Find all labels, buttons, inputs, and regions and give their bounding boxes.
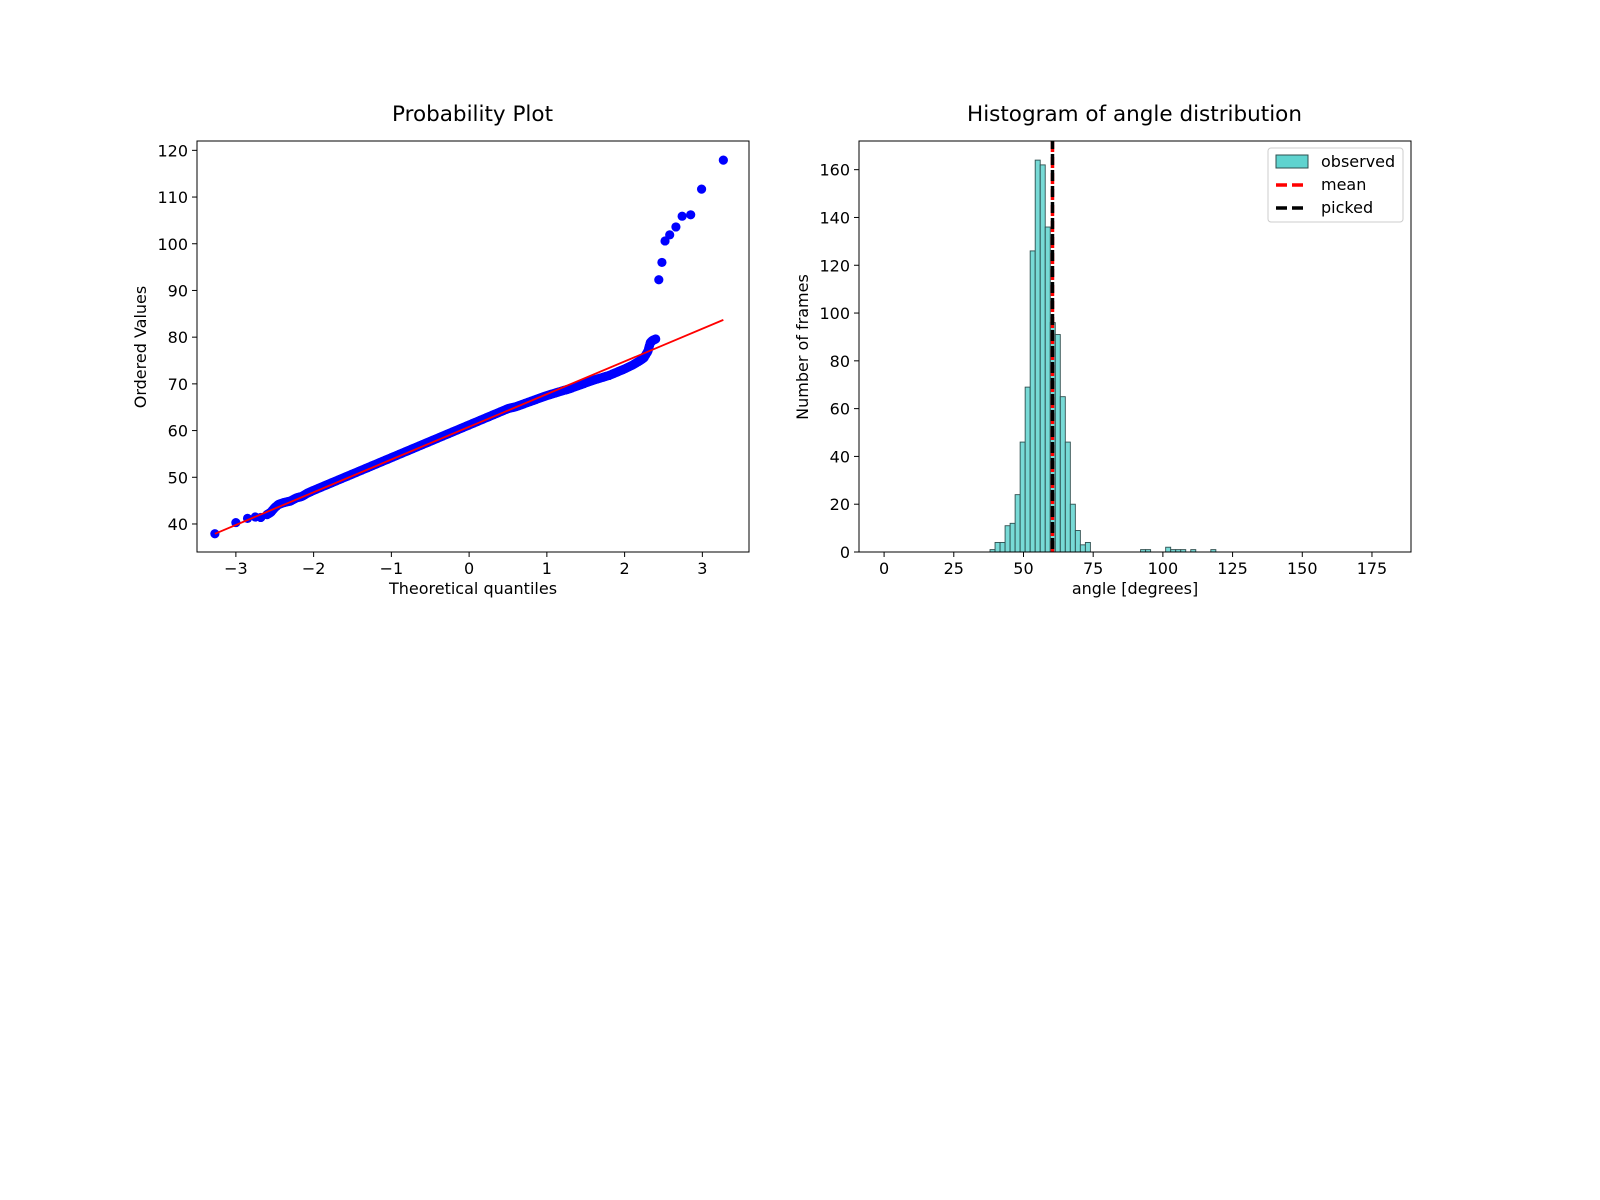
- qq-point: [696, 184, 707, 194]
- histogram-bar: [1059, 396, 1066, 553]
- legend-observed-label: observed: [1321, 152, 1395, 171]
- qq-point: [677, 211, 687, 221]
- pp-ytick-label: 50: [168, 468, 188, 487]
- hist-ytick-label: 40: [830, 447, 850, 466]
- hist-xtick-label: 50: [1013, 559, 1033, 578]
- qq-point: [210, 529, 220, 539]
- histogram-panel: Histogram of angle distribution 0 25 50 75 1…: [793, 102, 1412, 598]
- histogram-bar: [1044, 226, 1051, 553]
- histogram-bar: [1009, 522, 1016, 553]
- histogram-frame: [858, 140, 1412, 553]
- qq-point: [651, 334, 661, 344]
- legend-picked-label: picked: [1321, 198, 1373, 217]
- histogram-bar: [1165, 546, 1172, 553]
- probability-plot-title: Probability Plot: [392, 102, 553, 127]
- histogram-bar: [1074, 530, 1081, 553]
- hist-xtick-label: 25: [944, 559, 964, 578]
- probability-plot-ylabel: Ordered Values: [131, 286, 150, 408]
- histogram-bar: [1014, 494, 1021, 553]
- hist-ytick-label: 140: [819, 208, 850, 227]
- qq-point: [686, 210, 696, 220]
- histogram-xlabel: angle [degrees]: [1072, 579, 1198, 598]
- hist-xtick-label: 175: [1357, 559, 1388, 578]
- qq-point: [718, 155, 728, 165]
- histogram-bar: [1069, 503, 1076, 553]
- pp-ytick-label: 100: [157, 235, 188, 254]
- hist-ytick-label: 120: [819, 256, 850, 275]
- histogram-bar: [1019, 441, 1026, 553]
- histogram-bar: [1004, 525, 1011, 553]
- qq-point: [657, 257, 667, 268]
- hist-xtick-label: 100: [1148, 559, 1179, 578]
- hist-xtick-label: 75: [1083, 559, 1103, 578]
- histogram-bar: [1029, 250, 1036, 553]
- histogram-bar: [1079, 544, 1086, 553]
- pp-ytick-label: 40: [168, 515, 188, 534]
- histogram-title: Histogram of angle distribution: [967, 102, 1302, 127]
- pp-xtick-label: 0: [464, 559, 474, 578]
- hist-ytick-label: 20: [830, 495, 850, 514]
- qq-fit-line: [214, 319, 724, 535]
- histogram-bar: [1034, 159, 1041, 553]
- pp-ytick-label: 80: [168, 328, 188, 347]
- histogram-bar: [1039, 164, 1046, 553]
- hist-ytick-label: 0: [840, 543, 850, 562]
- pp-xtick-label: −2: [302, 559, 326, 578]
- histogram-legend: observed mean picked: [1267, 147, 1404, 223]
- histogram-bar: [1054, 334, 1061, 553]
- histogram-bar: [999, 541, 1006, 553]
- probability-plot-xlabel: Theoretical quantiles: [388, 579, 557, 598]
- probability-plot-marks: [210, 155, 728, 539]
- pp-xtick-label: 2: [620, 559, 630, 578]
- hist-xtick-label: 0: [879, 559, 889, 578]
- pp-ytick-label: 90: [168, 281, 188, 300]
- hist-xtick-label: 150: [1287, 559, 1318, 578]
- pp-xtick-label: −3: [224, 559, 248, 578]
- histogram-bar: [1064, 441, 1071, 553]
- pp-xtick-label: 3: [697, 559, 707, 578]
- hist-xtick-label: 125: [1217, 559, 1248, 578]
- pp-ytick-label: 120: [157, 141, 188, 160]
- histogram-bar: [994, 541, 1001, 553]
- legend-mean-label: mean: [1321, 175, 1366, 194]
- qq-point: [665, 230, 675, 240]
- probability-plot-axes: −3 −2 −1 0 1 2 3 40 50 60 70 80 90 100 110 120: [157, 141, 707, 578]
- qq-point: [654, 275, 664, 285]
- qq-point: [671, 222, 681, 232]
- pp-xtick-label: −1: [380, 559, 404, 578]
- histogram-axes: 0 25 50 75 100 125 150 175 0 20 40 60 80 100 120 140 160: [819, 161, 1387, 578]
- legend-observed-swatch: [1275, 154, 1309, 169]
- pp-xtick-label: 1: [542, 559, 552, 578]
- probability-plot-frame: [196, 140, 750, 553]
- histogram-ylabel: Number of frames: [793, 274, 812, 420]
- histogram-bar: [1084, 541, 1091, 553]
- probability-plot-panel: Probability Plot −3 −2 −1 0 1 2 3 40 50 60 70 80 90 1…: [131, 102, 750, 598]
- histogram-bar: [1024, 386, 1031, 553]
- histogram-marks: [989, 141, 1217, 553]
- hist-ytick-label: 80: [830, 352, 850, 371]
- pp-ytick-label: 110: [157, 188, 188, 207]
- hist-ytick-label: 60: [830, 400, 850, 419]
- pp-ytick-label: 70: [168, 375, 188, 394]
- hist-ytick-label: 160: [819, 161, 850, 180]
- hist-ytick-label: 100: [819, 304, 850, 323]
- pp-ytick-label: 60: [168, 422, 188, 441]
